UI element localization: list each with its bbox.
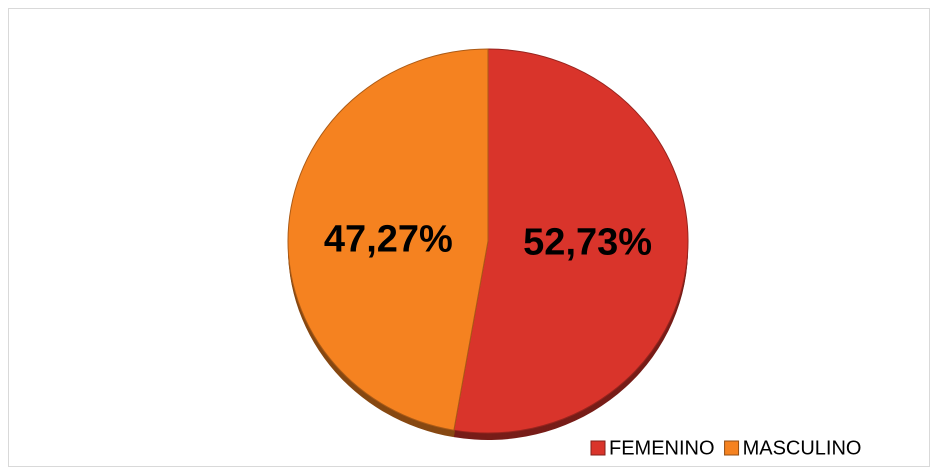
data-label: 47,27% <box>324 218 453 260</box>
data-label: 52,73% <box>523 222 652 264</box>
legend-label: FEMENINO <box>609 437 715 459</box>
legend-swatch <box>590 440 606 456</box>
legend-label: MASCULINO <box>743 437 862 459</box>
legend-swatch <box>724 440 740 456</box>
pie-slice <box>453 48 689 434</box>
pie-slice <box>287 48 489 431</box>
